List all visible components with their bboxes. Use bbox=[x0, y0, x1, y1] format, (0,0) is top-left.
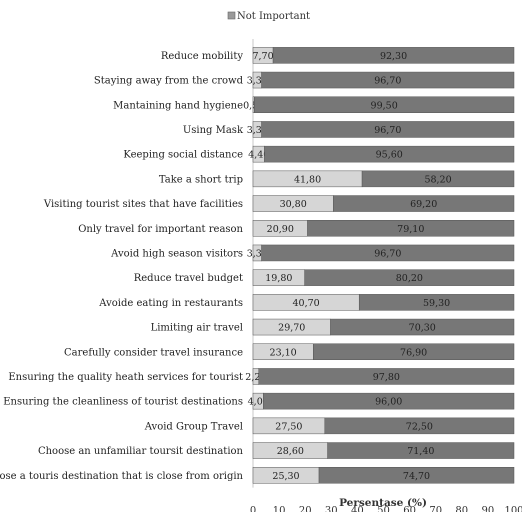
x-tick-label: 50 bbox=[377, 506, 390, 512]
x-tick-label: 30 bbox=[325, 506, 338, 512]
data-label: 30,80 bbox=[280, 199, 307, 210]
data-label: 3,30 bbox=[247, 248, 268, 259]
category-label: Ensuring the quality heath services for … bbox=[8, 372, 243, 383]
category-label: Avoid Group Travel bbox=[144, 421, 243, 432]
data-label: 7,70 bbox=[252, 51, 273, 62]
data-label: 25,30 bbox=[272, 471, 299, 482]
bar-series-2 bbox=[318, 467, 515, 484]
x-tick-label: 100 bbox=[504, 506, 522, 512]
bar-series-2 bbox=[307, 220, 515, 237]
category-label: Visiting tourist sites that have facilit… bbox=[43, 199, 243, 210]
data-label: 40,70 bbox=[293, 298, 320, 309]
data-label: 4,40 bbox=[248, 150, 269, 161]
bar-series-2 bbox=[324, 417, 515, 435]
x-tick-label: 90 bbox=[482, 506, 495, 512]
data-label: 99,50 bbox=[371, 100, 398, 111]
data-label: 3,30 bbox=[247, 76, 268, 87]
category-label: Carefully consider travel insurance bbox=[64, 347, 243, 358]
data-label: 23,10 bbox=[270, 347, 297, 358]
category-label: Ensuring the cleanliness of tourist dest… bbox=[3, 397, 243, 408]
data-label: 41,80 bbox=[294, 174, 321, 185]
category-label: Keeping social distance bbox=[123, 150, 243, 161]
data-label: 3,30 bbox=[247, 125, 268, 136]
data-label: 20,90 bbox=[267, 224, 294, 235]
x-tick-label: 0 bbox=[250, 506, 256, 512]
data-label: 0,50 bbox=[243, 100, 264, 111]
category-label: Avoid high season visitors bbox=[110, 248, 243, 259]
category-label: Mantaining hand hygiene bbox=[113, 100, 243, 111]
category-label: Avoide eating in restaurants bbox=[98, 298, 243, 309]
bar-series-2 bbox=[272, 47, 515, 64]
data-label: 19,80 bbox=[265, 273, 292, 284]
x-tick-label: 40 bbox=[351, 506, 364, 512]
bar-series-2 bbox=[261, 71, 515, 89]
data-label: 72,50 bbox=[406, 421, 433, 432]
bar-series-2 bbox=[358, 294, 515, 311]
data-label: 2,20 bbox=[245, 372, 266, 383]
bar-series-2 bbox=[330, 318, 515, 336]
data-label: 97,80 bbox=[373, 372, 400, 383]
bar-series-2 bbox=[313, 343, 515, 360]
bar-series-2 bbox=[264, 145, 515, 163]
x-tick-label: 60 bbox=[403, 506, 416, 512]
plot-area: Reduce mobility 7,70 92,30 Staying away fro… bbox=[0, 39, 522, 512]
data-label: 95,60 bbox=[376, 150, 403, 161]
data-label: 27,50 bbox=[275, 421, 302, 432]
data-label: 96,70 bbox=[374, 76, 401, 87]
x-tick-label: 20 bbox=[299, 506, 312, 512]
bar-series-2 bbox=[304, 269, 515, 286]
data-label: 58,20 bbox=[424, 174, 451, 185]
bar-series-2 bbox=[327, 442, 515, 459]
legend: Not Important bbox=[227, 11, 310, 22]
bar-series-2 bbox=[261, 121, 515, 138]
data-label: 29,70 bbox=[278, 323, 305, 334]
bar-series-2 bbox=[258, 368, 515, 385]
data-label: 79,10 bbox=[397, 224, 424, 235]
data-label: 69,20 bbox=[410, 199, 437, 210]
x-tick-label: 70 bbox=[429, 506, 442, 512]
data-label: 92,30 bbox=[380, 51, 407, 62]
category-label: Choose a touris destination that is clos… bbox=[0, 471, 244, 482]
category-label: Reduce travel budget bbox=[134, 273, 243, 284]
category-label: Take a short trip bbox=[159, 174, 243, 185]
category-label: Choose an unfamiliar toursit destination bbox=[38, 446, 244, 457]
x-tick-label: 10 bbox=[273, 506, 286, 512]
data-label: 71,40 bbox=[407, 446, 434, 457]
x-tick-label: 80 bbox=[455, 506, 468, 512]
category-label: Only travel for important reason bbox=[78, 224, 243, 235]
x-axis-title: Persentase (%) bbox=[339, 497, 427, 509]
data-label: 4,00 bbox=[248, 397, 269, 408]
bar-series-2 bbox=[263, 392, 515, 410]
data-label: 96,00 bbox=[375, 397, 402, 408]
bar-series-2 bbox=[261, 244, 515, 262]
data-label: 80,20 bbox=[396, 273, 423, 284]
data-label: 76,90 bbox=[400, 347, 427, 358]
data-label: 70,30 bbox=[409, 323, 436, 334]
category-label: Using Mask bbox=[183, 125, 244, 136]
bar-series-2 bbox=[361, 170, 515, 188]
category-label: Limiting air travel bbox=[151, 323, 243, 334]
legend-swatch-not-important bbox=[227, 11, 236, 20]
bar-series-2 bbox=[254, 96, 515, 113]
bar-series-2 bbox=[333, 195, 515, 212]
data-label: 59,30 bbox=[423, 298, 450, 309]
data-label: 96,70 bbox=[374, 125, 401, 136]
category-label: Staying away from the crowd bbox=[94, 76, 244, 87]
legend-label-not-important: Not Important bbox=[237, 11, 310, 22]
category-label: Reduce mobility bbox=[161, 51, 244, 62]
data-label: 96,70 bbox=[374, 248, 401, 259]
data-label: 74,70 bbox=[403, 471, 430, 482]
data-label: 28,60 bbox=[277, 446, 304, 457]
